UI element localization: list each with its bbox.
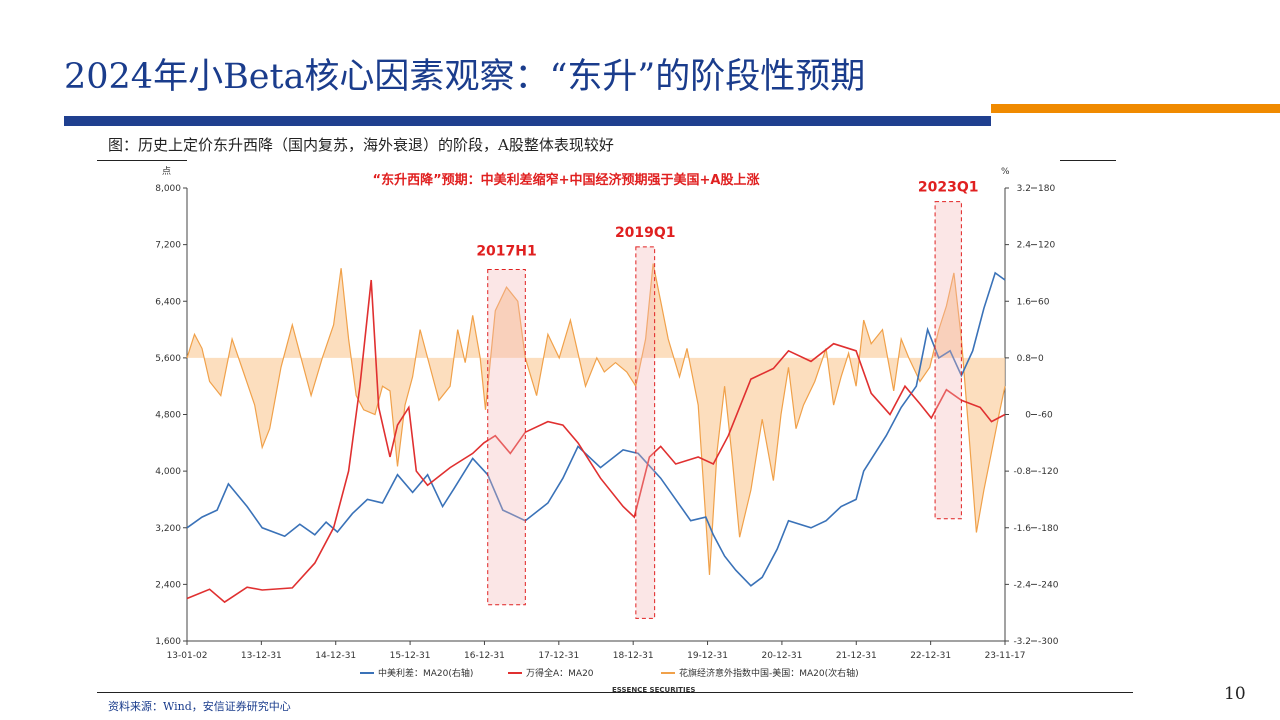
x-tick-label: 18-12-31 (613, 651, 654, 661)
citi-line (186, 263, 1006, 575)
left-tick-label: 7,200 (155, 241, 181, 251)
spread-line (186, 271, 1006, 587)
right1-tick-label: 3.2 (1017, 184, 1031, 194)
right2-tick-label: -180 (1038, 524, 1059, 534)
left-tick-label: 5,600 (155, 354, 181, 364)
left-tick-label: 8,000 (155, 184, 181, 194)
right1-tick-label: 1.6 (1017, 297, 1032, 307)
highlight-box (635, 246, 656, 619)
x-tick-label: 17-12-31 (538, 651, 579, 661)
watermark: ESSENCE SECURITIES (612, 686, 696, 694)
legend-label: 中美利差：MA20(右轴) (378, 667, 473, 679)
right1-tick-label: -3.2 (1013, 637, 1031, 647)
right2-tick-label: -240 (1038, 580, 1059, 590)
highlight-box (934, 201, 962, 520)
x-tick-label: 23-11-17 (985, 651, 1026, 661)
right2-tick-label: -120 (1038, 467, 1059, 477)
x-tick-label: 21-12-31 (836, 651, 877, 661)
x-tick-label: 22-12-31 (910, 651, 951, 661)
right1-tick-label: 2.4 (1017, 241, 1032, 251)
slide-title: 2024年小Beta核心因素观察：“东升”的阶段性预期 (64, 57, 866, 97)
highlight-label: 2017H1 (476, 244, 536, 260)
x-tick-label: 19-12-31 (687, 651, 728, 661)
x-tick-label: 13-12-31 (241, 651, 282, 661)
right2-tick-label: 180 (1038, 184, 1055, 194)
x-tick-label: 14-12-31 (315, 651, 356, 661)
source-note: 资料来源：Wind，安信证券研究中心 (108, 700, 291, 713)
wind-a-line (186, 279, 1006, 604)
x-tick-label: 16-12-31 (464, 651, 505, 661)
right1-tick-label: 0 (1025, 411, 1031, 421)
caption-rule-left (97, 160, 187, 161)
right2-tick-label: 120 (1038, 241, 1055, 251)
left-tick-label: 4,000 (155, 467, 181, 477)
right2-tick-label: -60 (1038, 411, 1053, 421)
left-tick-label: 4,800 (155, 411, 181, 421)
chart-headline: “东升西降”预期：中美利差缩窄+中国经济预期强于美国+A股上涨 (373, 172, 760, 188)
page-number: 10 (1224, 684, 1246, 704)
legend-label: 花旗经济意外指数中国-美国：MA20(次右轴) (679, 667, 859, 679)
orange-accent-bar (991, 104, 1280, 113)
right1-tick-label: -1.6 (1013, 524, 1031, 534)
citi-area (187, 263, 1005, 575)
right1-tick-label: -2.4 (1013, 580, 1031, 590)
right2-tick-label: 0 (1038, 354, 1044, 364)
footer-rule (97, 692, 1133, 693)
highlight-box (487, 269, 526, 606)
right2-tick-label: -300 (1038, 637, 1059, 647)
left-tick-label: 1,600 (155, 637, 181, 647)
figure-caption: 图：历史上定价东升西降（国内复苏，海外衰退）的阶段，A股整体表现较好 (108, 136, 614, 154)
right1-tick-label: -0.8 (1013, 467, 1031, 477)
right-axis-unit: % (1001, 167, 1010, 177)
left-axis-unit: 点 (162, 166, 171, 177)
highlight-label: 2023Q1 (918, 180, 979, 196)
x-tick-label: 15-12-31 (390, 651, 431, 661)
x-tick-label: 20-12-31 (761, 651, 802, 661)
right1-tick-label: 0.8 (1017, 354, 1032, 364)
caption-rule-right (1060, 160, 1116, 161)
chart: 点 % 1,600 -3.2 -300 2,400 -2.4 -240 3,200 -1.6 -18… (155, 166, 1059, 679)
left-tick-label: 3,200 (155, 524, 181, 534)
right2-tick-label: 60 (1038, 297, 1050, 307)
left-tick-label: 2,400 (155, 580, 181, 590)
x-tick-label: 13-01-02 (167, 651, 208, 661)
left-tick-label: 6,400 (155, 297, 181, 307)
highlight-label: 2019Q1 (615, 225, 676, 241)
blue-title-bar (64, 116, 991, 126)
legend-label: 万得全A：MA20 (526, 667, 594, 679)
